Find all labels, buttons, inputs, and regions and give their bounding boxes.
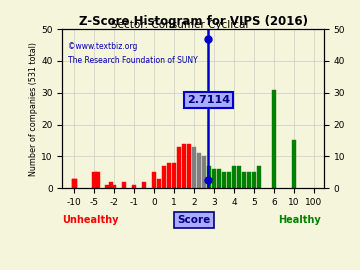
Bar	[187, 144, 191, 188]
Bar	[237, 166, 241, 188]
Bar	[109, 182, 113, 188]
Text: Healthy: Healthy	[278, 215, 321, 225]
Bar	[95, 172, 100, 188]
Bar	[222, 172, 226, 188]
Text: Score: Score	[177, 215, 211, 225]
Bar	[202, 156, 206, 188]
Bar	[142, 182, 147, 188]
Bar	[132, 185, 136, 188]
Bar	[177, 147, 181, 188]
Bar	[212, 169, 216, 188]
Bar	[292, 140, 296, 188]
Bar	[112, 185, 117, 188]
Bar	[272, 90, 276, 188]
Text: Unhealthy: Unhealthy	[62, 215, 119, 225]
Bar	[72, 178, 77, 188]
Bar	[227, 172, 231, 188]
Bar	[152, 172, 156, 188]
Bar	[72, 178, 77, 188]
Bar	[172, 163, 176, 188]
Bar	[167, 163, 171, 188]
Bar	[157, 178, 161, 188]
Bar	[242, 172, 246, 188]
Bar	[247, 172, 251, 188]
Text: 2.7114: 2.7114	[187, 95, 230, 105]
Title: Z-Score Histogram for VIPS (2016): Z-Score Histogram for VIPS (2016)	[78, 15, 307, 28]
Bar	[232, 166, 236, 188]
Bar	[252, 172, 256, 188]
Bar	[207, 166, 211, 188]
Y-axis label: Number of companies (531 total): Number of companies (531 total)	[30, 42, 39, 176]
Bar	[105, 185, 110, 188]
Text: The Research Foundation of SUNY: The Research Foundation of SUNY	[68, 56, 197, 65]
Bar	[182, 144, 186, 188]
Bar	[197, 153, 201, 188]
Bar	[122, 182, 126, 188]
Bar	[257, 166, 261, 188]
Bar	[92, 172, 96, 188]
Bar	[217, 169, 221, 188]
Bar	[192, 147, 196, 188]
Bar	[162, 166, 166, 188]
Text: ©www.textbiz.org: ©www.textbiz.org	[68, 42, 137, 51]
Text: Sector: Consumer Cyclical: Sector: Consumer Cyclical	[111, 20, 249, 30]
